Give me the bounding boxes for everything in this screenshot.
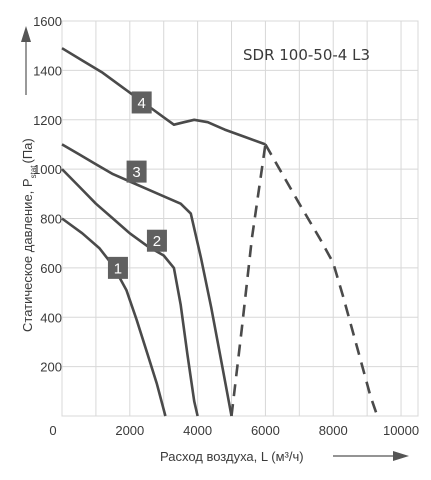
curve-4 [61, 47, 266, 146]
y-axis-label-unit: (Па) [20, 138, 35, 163]
y-axis-label-sub: stat [29, 165, 38, 179]
x-axis-arrow-head [393, 451, 409, 461]
y-axis-arrow-head [21, 26, 31, 42]
x-tick-label: 6000 [251, 423, 280, 438]
dashed-limit-line [230, 144, 267, 417]
y-axis-label-main: Статическое давление, P [20, 178, 35, 332]
curve-label-text: 4 [138, 95, 146, 112]
y-tick-label: 1200 [33, 113, 62, 128]
y-tick-label: 1400 [33, 63, 62, 78]
x-tick-labels: 0 2000 4000 6000 8000 10000 [49, 423, 419, 438]
y-tick-labels: 200 400 600 800 1000 1200 1400 1600 [33, 14, 62, 375]
y-tick-label: 1600 [33, 14, 62, 29]
y-tick-label: 800 [40, 212, 62, 227]
curve-label-text: 2 [153, 233, 161, 250]
y-tick-label: 1000 [33, 162, 62, 177]
curve-label-3: 3 [126, 160, 147, 183]
x-tick-label: 8000 [319, 423, 348, 438]
curve-label-box [126, 160, 147, 183]
curve-labels: 1 2 3 4 [107, 91, 167, 279]
curve-label-2: 2 [146, 229, 167, 252]
grid [61, 20, 419, 417]
curve-label-box [107, 256, 128, 279]
curve-label-text: 3 [132, 164, 140, 181]
x-tick-label: 2000 [115, 423, 144, 438]
curve-label-text: 1 [114, 260, 122, 277]
y-axis-label: Статическое давление, Pstat (Па) [20, 138, 38, 332]
y-tick-label: 200 [40, 360, 62, 375]
curve-label-box [131, 91, 152, 114]
curve-label-box [146, 229, 167, 252]
x-tick-label: 4000 [183, 423, 212, 438]
curve-label-4: 4 [131, 91, 152, 114]
curve-1 [61, 217, 167, 417]
x-tick-label: 0 [49, 423, 56, 438]
dashed-limit-line [264, 143, 379, 417]
chart-title: SDR 100-50-4 L3 [243, 46, 370, 64]
curve-label-1: 1 [107, 256, 128, 279]
x-tick-label: 10000 [383, 423, 419, 438]
y-tick-label: 600 [40, 261, 62, 276]
y-tick-label: 400 [40, 310, 62, 325]
curve-3 [61, 143, 233, 417]
series-lines [61, 47, 379, 417]
x-axis-label: Расход воздуха, L (м³/ч) [160, 449, 304, 464]
